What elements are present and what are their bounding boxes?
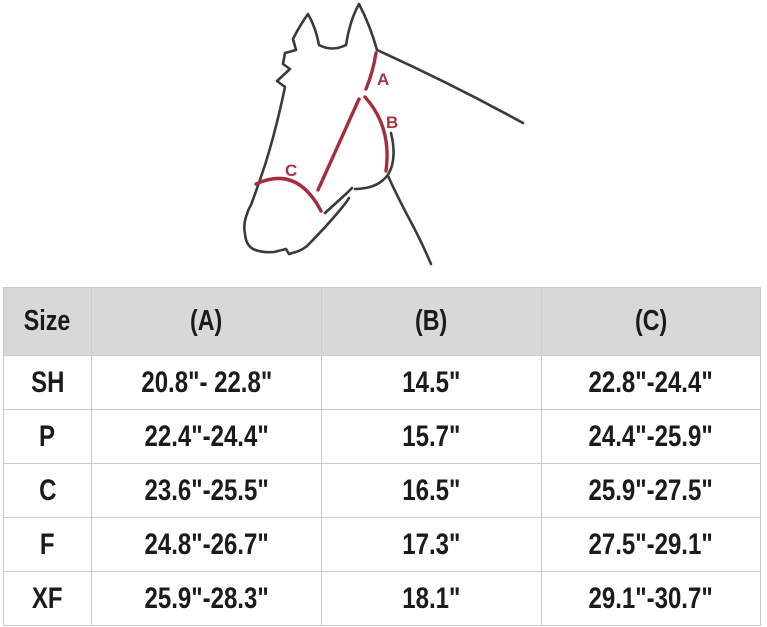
halter-label-a: A [377,70,389,89]
horse-left-ear-forelock-face-muzzle [243,12,321,256]
size-value: SH [30,365,65,399]
table-row-xf: XF 25.9"-28.3" 18.1" 29.1"-30.7" [3,571,761,626]
header-label: (B) [415,305,448,337]
measurement-cell-c: 29.1"-30.7" [541,571,761,626]
size-cell: F [3,517,92,572]
measurement-cell-b: 18.1" [321,571,542,626]
horse-throat-neck-line [386,174,433,266]
header-label: (A) [190,305,223,337]
size-value: F [40,527,55,561]
table-row-c: C 23.6"-25.5" 16.5" 25.9"-27.5" [3,463,761,518]
measurement-cell-b: 17.3" [321,517,542,572]
measurement-value: 17.3" [402,527,461,561]
horse-diagram-container: A B C [0,0,767,287]
measurement-cell-c: 22.8"-24.4" [541,355,761,410]
horse-right-ear [344,2,379,52]
size-cell: P [3,409,92,464]
measurement-cell-a: 25.9"-28.3" [91,571,322,626]
header-label: (C) [634,305,668,337]
measurement-value: 25.9"-27.5" [588,473,714,507]
measurement-value: 16.5" [402,473,461,507]
halter-label-b: B [386,113,398,132]
horse-halter-diagram: A B C [243,2,525,266]
halter-throat-strap-b [363,95,389,173]
measurement-value: 22.8"-24.4" [588,365,714,399]
halter-label-c: C [285,161,297,180]
measurement-value: 24.8"-26.7" [144,527,269,561]
horse-between-ears-line [317,43,348,50]
measurement-cell-a: 24.8"-26.7" [91,517,322,572]
header-cell-b: (B) [321,287,542,356]
table-row-p: P 22.4"-24.4" 15.7" 24.4"-25.9" [3,409,761,464]
header-row: Size (A) (B) (C) [3,287,761,356]
measurement-value: 22.4"-24.4" [144,419,269,453]
halter-cheek-strap [316,97,361,192]
horse-mouth-line [323,186,354,215]
size-chart-table: Size (A) (B) (C) SH 20.8"- 22.8" 14.5" 2… [3,287,761,626]
header-label: Size [24,305,71,337]
measurement-cell-c: 24.4"-25.9" [541,409,761,464]
measurement-value: 15.7" [402,419,461,453]
header-cell-size: Size [3,287,92,356]
size-value: XF [32,581,63,615]
measurement-cell-b: 16.5" [321,463,542,518]
measurement-cell-c: 25.9"-27.5" [541,463,761,518]
horse-cheek-curve [353,131,395,191]
horse-mane-neck-line [375,48,525,125]
size-value: C [38,473,57,507]
horse-jaw-line [305,196,351,248]
measurement-cell-a: 20.8"- 22.8" [91,355,322,410]
measurement-cell-b: 15.7" [321,409,542,464]
measurement-cell-c: 27.5"-29.1" [541,517,761,572]
size-value: P [39,419,56,453]
size-cell: XF [3,571,92,626]
header-cell-c: (C) [541,287,761,356]
measurement-value: 24.4"-25.9" [588,419,714,453]
halter-crown-strap-a [364,51,378,91]
measurement-value: 20.8"- 22.8" [141,365,272,399]
table-row-f: F 24.8"-26.7" 17.3" 27.5"-29.1" [3,517,761,572]
header-cell-a: (A) [91,287,322,356]
measurement-cell-b: 14.5" [321,355,542,410]
measurement-cell-a: 22.4"-24.4" [91,409,322,464]
measurement-value: 27.5"-29.1" [588,527,714,561]
measurement-value: 18.1" [402,581,461,615]
size-cell: C [3,463,92,518]
measurement-value: 25.9"-28.3" [144,581,269,615]
size-cell: SH [3,355,92,410]
halter-noseband-c [254,176,323,213]
measurement-value: 14.5" [402,365,461,399]
measurement-value: 23.6"-25.5" [144,473,269,507]
measurement-value: 29.1"-30.7" [588,581,714,615]
table-row-sh: SH 20.8"- 22.8" 14.5" 22.8"-24.4" [3,355,761,410]
measurement-cell-a: 23.6"-25.5" [91,463,322,518]
